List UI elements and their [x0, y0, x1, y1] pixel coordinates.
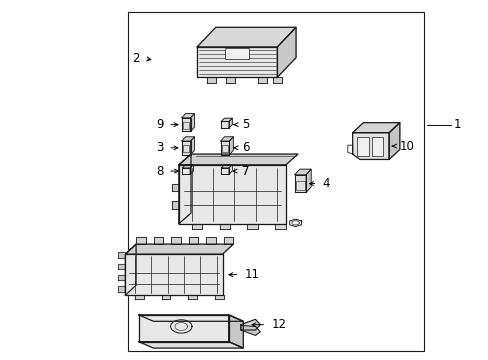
Polygon shape [139, 342, 243, 348]
Text: 6: 6 [242, 141, 249, 154]
Polygon shape [117, 275, 125, 280]
Polygon shape [182, 137, 194, 141]
Text: 4: 4 [322, 177, 329, 190]
Bar [127, 12, 424, 351]
Polygon shape [352, 123, 399, 133]
Polygon shape [197, 47, 277, 77]
Polygon shape [190, 137, 194, 155]
Text: 1: 1 [453, 118, 460, 131]
Polygon shape [153, 237, 163, 244]
Polygon shape [228, 118, 232, 128]
Bar [183, 122, 189, 129]
Polygon shape [139, 315, 228, 342]
Bar [372, 137, 382, 156]
Polygon shape [172, 184, 179, 191]
Bar [356, 137, 368, 156]
Polygon shape [182, 141, 190, 155]
Polygon shape [182, 165, 193, 168]
Polygon shape [172, 202, 179, 208]
Polygon shape [352, 133, 388, 159]
Bar [183, 145, 189, 153]
Polygon shape [179, 154, 191, 224]
Polygon shape [205, 237, 215, 244]
Polygon shape [226, 77, 235, 83]
Polygon shape [182, 113, 194, 118]
Polygon shape [221, 168, 228, 174]
Polygon shape [125, 254, 222, 295]
Bar [222, 145, 227, 153]
Polygon shape [220, 137, 233, 141]
Polygon shape [257, 77, 266, 83]
Polygon shape [221, 121, 228, 128]
Polygon shape [162, 295, 170, 300]
Text: 9: 9 [156, 118, 163, 131]
Polygon shape [214, 295, 223, 300]
Polygon shape [221, 118, 232, 121]
Polygon shape [220, 141, 229, 155]
Polygon shape [206, 77, 215, 83]
Polygon shape [294, 175, 305, 192]
Polygon shape [197, 27, 295, 47]
Polygon shape [277, 27, 295, 77]
Polygon shape [117, 252, 125, 258]
Polygon shape [182, 168, 190, 174]
Text: 8: 8 [156, 165, 163, 177]
Polygon shape [139, 315, 243, 321]
Polygon shape [125, 244, 136, 295]
Text: 2: 2 [132, 52, 140, 65]
Polygon shape [229, 137, 233, 155]
Polygon shape [179, 165, 285, 224]
Polygon shape [179, 154, 297, 165]
Polygon shape [275, 224, 285, 229]
Polygon shape [135, 295, 143, 300]
Polygon shape [305, 169, 310, 192]
Polygon shape [294, 169, 310, 175]
Bar [296, 181, 304, 190]
Polygon shape [241, 319, 260, 330]
Polygon shape [241, 325, 260, 336]
Text: 11: 11 [244, 268, 259, 281]
Polygon shape [190, 113, 194, 131]
Polygon shape [219, 224, 230, 229]
Polygon shape [188, 237, 198, 244]
Polygon shape [171, 237, 181, 244]
Polygon shape [125, 244, 233, 254]
Polygon shape [191, 224, 202, 229]
Polygon shape [182, 118, 190, 131]
Text: 10: 10 [399, 140, 414, 153]
Text: 7: 7 [242, 165, 249, 177]
Polygon shape [228, 165, 232, 174]
Text: 12: 12 [271, 318, 285, 331]
Polygon shape [247, 224, 258, 229]
Polygon shape [117, 286, 125, 292]
Polygon shape [228, 315, 243, 348]
Text: 3: 3 [156, 141, 163, 154]
Polygon shape [117, 264, 125, 269]
Text: 5: 5 [242, 118, 249, 131]
Polygon shape [388, 123, 399, 159]
Polygon shape [223, 237, 233, 244]
Polygon shape [188, 295, 197, 300]
Polygon shape [136, 237, 145, 244]
Bar [224, 48, 249, 59]
Polygon shape [221, 165, 232, 168]
Polygon shape [190, 165, 193, 174]
Polygon shape [273, 77, 282, 83]
